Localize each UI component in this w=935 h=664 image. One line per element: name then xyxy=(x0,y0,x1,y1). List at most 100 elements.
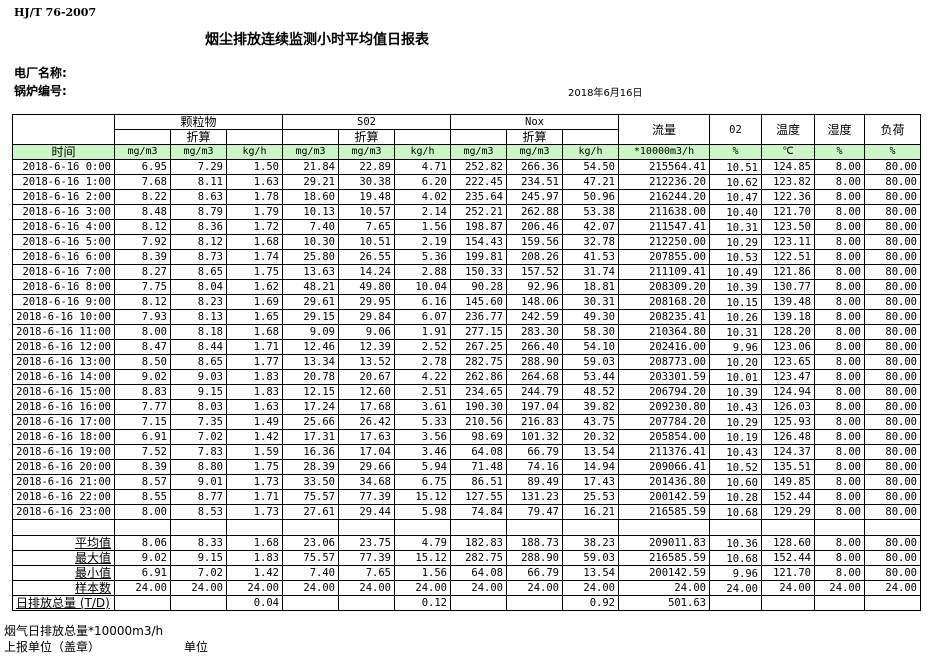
unit-cell: *10000m3/h xyxy=(618,144,710,160)
time-cell: 2018-6-16 1:00 xyxy=(12,174,115,190)
value-cell: 8.57 xyxy=(114,474,171,490)
value-cell: 80.00 xyxy=(864,234,921,250)
value-cell: 25.66 xyxy=(282,414,339,430)
value-cell: 188.73 xyxy=(506,535,563,551)
header-temp: 温度 xyxy=(761,114,815,145)
value-cell: 201436.80 xyxy=(618,474,710,490)
daily-total-label: 日排放总量 (T/D) xyxy=(12,595,115,611)
value-cell: 10.62 xyxy=(709,174,762,190)
time-cell: 2018-6-16 19:00 xyxy=(12,444,115,460)
o2-value: 10.53 xyxy=(726,252,758,264)
value-cell: 8.00 xyxy=(814,219,865,235)
value-cell: 24.00 xyxy=(864,580,921,596)
empty-cell xyxy=(12,519,115,536)
value-cell: 19.48 xyxy=(338,189,395,205)
value-cell: 234.51 xyxy=(506,174,563,190)
empty-cell xyxy=(618,519,710,536)
daily-total-row: 日排放总量 (T/D) 0.04 0.12 0.92 501.63 xyxy=(12,595,921,611)
value-cell: 200142.59 xyxy=(618,489,710,505)
plant-name-label: 电厂名称: xyxy=(14,66,67,80)
value-cell: 13.54 xyxy=(562,444,619,460)
table-row: 2018-6-16 22:00 8.55 8.77 1.71 75.57 77.39 15.… xyxy=(12,489,921,505)
value-cell: 7.15 xyxy=(114,414,171,430)
value-cell: 10.43 xyxy=(709,444,762,460)
header-row-converted: 折算 折算 折算 xyxy=(13,129,921,145)
value-cell: 208773.00 xyxy=(618,354,710,370)
value-cell: 1.56 xyxy=(394,565,451,581)
value-cell xyxy=(814,595,865,611)
value-cell: 288.90 xyxy=(506,354,563,370)
value-cell: 211376.41 xyxy=(618,444,710,460)
value-cell: 29.44 xyxy=(338,504,395,520)
value-cell: 8.00 xyxy=(814,249,865,265)
empty-cell xyxy=(282,519,339,536)
value-cell: 8.00 xyxy=(814,159,865,175)
value-cell: 10.30 xyxy=(282,234,339,250)
table-row: 2018-6-16 12:00 8.47 8.44 1.71 12.46 12.39 2.5… xyxy=(12,339,921,355)
table-row: 2018-6-16 11:00 8.00 8.18 1.68 9.09 9.06 1.91 2… xyxy=(12,324,921,340)
value-cell: 216.83 xyxy=(506,414,563,430)
o2-value: 10.49 xyxy=(726,267,758,279)
value-cell: 8.00 xyxy=(814,294,865,310)
value-cell: 216244.20 xyxy=(618,189,710,205)
value-cell: 8.36 xyxy=(170,219,227,235)
value-cell: 80.00 xyxy=(864,189,921,205)
value-cell: 64.08 xyxy=(450,565,507,581)
value-cell: 10.20 xyxy=(709,354,762,370)
value-cell: 39.82 xyxy=(562,399,619,415)
unit-cell: mg/m3 xyxy=(506,144,563,160)
value-cell: 197.04 xyxy=(506,399,563,415)
value-cell: 10.36 xyxy=(709,535,762,551)
value-cell: 1.78 xyxy=(226,189,283,205)
value-cell: 1.68 xyxy=(226,234,283,250)
header-flow: 流量 xyxy=(618,114,710,145)
value-cell: 41.53 xyxy=(562,249,619,265)
value-cell: 1.71 xyxy=(226,489,283,505)
table-row: 2018-6-16 23:00 8.00 8.53 1.73 27.61 29.44 5.9… xyxy=(12,504,921,520)
o2-value: 10.19 xyxy=(726,432,758,444)
o2-value: 10.40 xyxy=(726,207,758,219)
value-cell: 24.00 xyxy=(394,580,451,596)
header-row-groups: 颗粒物 S02 Nox 流量 02 温度 湿度 负荷 xyxy=(12,114,921,145)
value-cell: 24.00 xyxy=(761,580,815,596)
value-cell: 222.45 xyxy=(450,174,507,190)
value-cell: 7.29 xyxy=(170,159,227,175)
time-cell: 2018-6-16 2:00 xyxy=(12,189,115,205)
value-cell: 1.71 xyxy=(226,339,283,355)
value-cell: 66.79 xyxy=(506,444,563,460)
value-cell: 262.88 xyxy=(506,204,563,220)
value-cell: 0.92 xyxy=(562,595,619,611)
summary-label: 平均值 xyxy=(12,535,115,551)
empty-cell xyxy=(338,519,395,536)
value-cell: 2.14 xyxy=(394,204,451,220)
value-cell: 18.81 xyxy=(562,279,619,295)
value-cell: 80.00 xyxy=(864,384,921,400)
value-cell: 10.31 xyxy=(709,324,762,340)
value-cell xyxy=(761,595,815,611)
value-cell: 8.00 xyxy=(814,489,865,505)
value-cell: 212236.20 xyxy=(618,174,710,190)
value-cell xyxy=(114,595,171,611)
value-cell: 1.73 xyxy=(226,504,283,520)
value-cell: 128.60 xyxy=(761,535,815,551)
summary-row: 样本数 24.00 24.00 24.00 24.00 24.00 24.00 24.00 24… xyxy=(12,580,921,596)
value-cell: 2.52 xyxy=(394,339,451,355)
value-cell: 80.00 xyxy=(864,279,921,295)
unit-cell: % xyxy=(709,144,762,160)
value-cell: 8.00 xyxy=(814,369,865,385)
unit-cell: % xyxy=(864,144,921,160)
value-cell: 8.79 xyxy=(170,204,227,220)
value-cell xyxy=(506,595,563,611)
value-cell: 10.31 xyxy=(709,219,762,235)
value-cell: 9.15 xyxy=(170,550,227,566)
value-cell: 80.00 xyxy=(864,324,921,340)
report-title: 烟尘排放连续监测小时平均值日报表 xyxy=(205,32,429,48)
value-cell: 10.19 xyxy=(709,429,762,445)
value-cell: 209230.80 xyxy=(618,399,710,415)
value-cell: 145.60 xyxy=(450,294,507,310)
value-cell: 277.15 xyxy=(450,324,507,340)
unit-cell: kg/h xyxy=(394,144,451,160)
value-cell xyxy=(282,595,339,611)
time-cell: 2018-6-16 17:00 xyxy=(12,414,115,430)
value-cell: 80.00 xyxy=(864,174,921,190)
